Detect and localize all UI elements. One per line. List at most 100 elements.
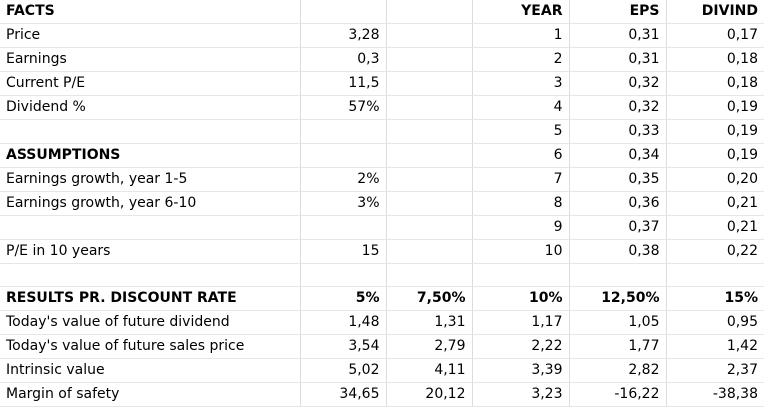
value-cell[interactable] <box>386 143 473 168</box>
value-cell[interactable] <box>386 23 473 48</box>
value-cell[interactable]: 0,34 <box>569 143 667 168</box>
value-cell[interactable]: 0,21 <box>666 215 764 240</box>
row-label-cell[interactable]: Earnings growth, year 1-5 <box>0 167 301 192</box>
value-cell[interactable]: -38,38 <box>666 382 764 407</box>
value-cell[interactable] <box>300 0 387 24</box>
value-cell[interactable]: 0,37 <box>569 215 667 240</box>
value-cell[interactable] <box>386 263 473 287</box>
value-cell[interactable]: 1,77 <box>569 334 667 359</box>
value-cell[interactable]: 2,79 <box>386 334 473 359</box>
value-cell[interactable]: 1,31 <box>386 310 473 335</box>
value-cell[interactable]: 2,37 <box>666 358 764 383</box>
row-label-cell[interactable]: Price <box>0 23 301 48</box>
value-cell[interactable]: 0,31 <box>569 47 667 72</box>
value-cell[interactable]: 1,48 <box>300 310 387 335</box>
value-cell[interactable] <box>386 119 473 144</box>
value-cell[interactable]: 2,82 <box>569 358 667 383</box>
row-label-cell[interactable]: Intrinsic value <box>0 358 301 383</box>
value-cell[interactable]: 0,31 <box>569 23 667 48</box>
value-cell[interactable]: 0,32 <box>569 71 667 96</box>
value-cell[interactable]: DIVIND <box>666 0 764 24</box>
value-cell[interactable]: 1 <box>472 23 570 48</box>
row-label-cell[interactable] <box>0 263 301 287</box>
value-cell[interactable]: 2,22 <box>472 334 570 359</box>
value-cell[interactable]: 10 <box>472 239 570 264</box>
value-cell[interactable]: 10% <box>472 286 570 311</box>
value-cell[interactable] <box>386 47 473 72</box>
value-cell[interactable]: 9 <box>472 215 570 240</box>
row-label-cell[interactable]: Earnings growth, year 6-10 <box>0 191 301 216</box>
value-cell[interactable]: -16,22 <box>569 382 667 407</box>
value-cell[interactable]: 11,5 <box>300 71 387 96</box>
value-cell[interactable]: 3% <box>300 191 387 216</box>
row-label-cell[interactable]: RESULTS PR. DISCOUNT RATE <box>0 286 301 311</box>
value-cell[interactable]: 15% <box>666 286 764 311</box>
value-cell[interactable] <box>300 143 387 168</box>
value-cell[interactable] <box>300 119 387 144</box>
value-cell[interactable]: 0,19 <box>666 95 764 120</box>
row-label-cell[interactable]: Current P/E <box>0 71 301 96</box>
value-cell[interactable]: 7,50% <box>386 286 473 311</box>
value-cell[interactable] <box>386 0 473 24</box>
value-cell[interactable]: 5% <box>300 286 387 311</box>
value-cell[interactable]: 0,3 <box>300 47 387 72</box>
value-cell[interactable]: 8 <box>472 191 570 216</box>
value-cell[interactable]: 0,35 <box>569 167 667 192</box>
value-cell[interactable]: 57% <box>300 95 387 120</box>
value-cell[interactable] <box>300 215 387 240</box>
value-cell[interactable]: 3,39 <box>472 358 570 383</box>
value-cell[interactable]: 1,42 <box>666 334 764 359</box>
row-label-cell[interactable]: Margin of safety <box>0 382 301 407</box>
value-cell[interactable]: 0,38 <box>569 239 667 264</box>
value-cell[interactable]: 5 <box>472 119 570 144</box>
value-cell[interactable]: 3,23 <box>472 382 570 407</box>
value-cell[interactable]: 0,19 <box>666 119 764 144</box>
value-cell[interactable]: 20,12 <box>386 382 473 407</box>
value-cell[interactable]: 2% <box>300 167 387 192</box>
value-cell[interactable]: EPS <box>569 0 667 24</box>
row-label-cell[interactable] <box>0 119 301 144</box>
value-cell[interactable]: 0,18 <box>666 47 764 72</box>
value-cell[interactable]: 0,36 <box>569 191 667 216</box>
value-cell[interactable]: 2 <box>472 47 570 72</box>
value-cell[interactable]: 6 <box>472 143 570 168</box>
value-cell[interactable]: 4,11 <box>386 358 473 383</box>
value-cell[interactable] <box>472 263 570 287</box>
row-label-cell[interactable]: Dividend % <box>0 95 301 120</box>
value-cell[interactable] <box>386 71 473 96</box>
value-cell[interactable]: 1,17 <box>472 310 570 335</box>
value-cell[interactable]: 5,02 <box>300 358 387 383</box>
row-label-cell[interactable]: Today's value of future dividend <box>0 310 301 335</box>
row-label-cell[interactable] <box>0 215 301 240</box>
row-label-cell[interactable]: FACTS <box>0 0 301 24</box>
value-cell[interactable] <box>666 263 764 287</box>
value-cell[interactable]: 0,18 <box>666 71 764 96</box>
value-cell[interactable]: 0,95 <box>666 310 764 335</box>
row-label-cell[interactable]: Today's value of future sales price <box>0 334 301 359</box>
value-cell[interactable] <box>569 263 667 287</box>
value-cell[interactable] <box>300 263 387 287</box>
row-label-cell[interactable]: ASSUMPTIONS <box>0 143 301 168</box>
value-cell[interactable]: 0,20 <box>666 167 764 192</box>
value-cell[interactable] <box>386 215 473 240</box>
value-cell[interactable] <box>386 167 473 192</box>
value-cell[interactable]: 15 <box>300 239 387 264</box>
value-cell[interactable]: 12,50% <box>569 286 667 311</box>
value-cell[interactable]: 1,05 <box>569 310 667 335</box>
value-cell[interactable] <box>386 95 473 120</box>
value-cell[interactable]: 3,28 <box>300 23 387 48</box>
value-cell[interactable]: 4 <box>472 95 570 120</box>
value-cell[interactable]: 0,17 <box>666 23 764 48</box>
value-cell[interactable]: 0,21 <box>666 191 764 216</box>
value-cell[interactable]: YEAR <box>472 0 570 24</box>
value-cell[interactable]: 3,54 <box>300 334 387 359</box>
value-cell[interactable]: 3 <box>472 71 570 96</box>
value-cell[interactable]: 0,33 <box>569 119 667 144</box>
value-cell[interactable]: 0,32 <box>569 95 667 120</box>
value-cell[interactable]: 0,19 <box>666 143 764 168</box>
value-cell[interactable] <box>386 239 473 264</box>
value-cell[interactable]: 0,22 <box>666 239 764 264</box>
row-label-cell[interactable]: Earnings <box>0 47 301 72</box>
row-label-cell[interactable]: P/E in 10 years <box>0 239 301 264</box>
value-cell[interactable]: 7 <box>472 167 570 192</box>
